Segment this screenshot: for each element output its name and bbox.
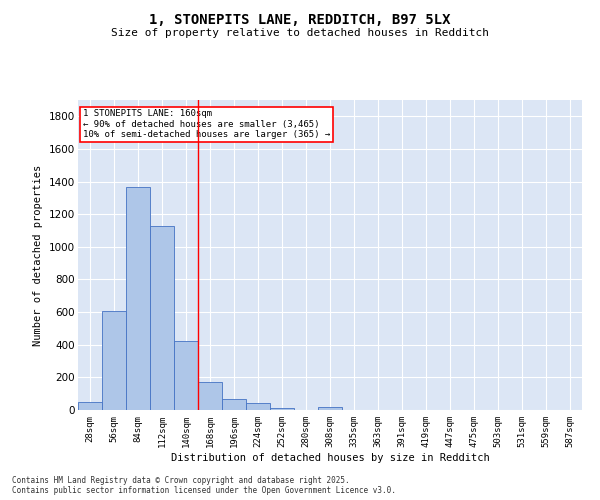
- Text: 1, STONEPITS LANE, REDDITCH, B97 5LX: 1, STONEPITS LANE, REDDITCH, B97 5LX: [149, 12, 451, 26]
- Y-axis label: Number of detached properties: Number of detached properties: [34, 164, 43, 346]
- Bar: [174, 340, 198, 410]
- Text: 1 STONEPITS LANE: 160sqm
← 90% of detached houses are smaller (3,465)
10% of sem: 1 STONEPITS LANE: 160sqm ← 90% of detach…: [83, 110, 330, 139]
- Bar: [222, 400, 246, 410]
- Bar: [246, 404, 270, 410]
- Text: Size of property relative to detached houses in Redditch: Size of property relative to detached ho…: [111, 28, 489, 38]
- Bar: [318, 406, 342, 410]
- Bar: [102, 312, 126, 410]
- Bar: [126, 188, 150, 410]
- Text: Contains HM Land Registry data © Crown copyright and database right 2025.
Contai: Contains HM Land Registry data © Crown c…: [12, 476, 396, 495]
- Bar: [78, 402, 102, 410]
- X-axis label: Distribution of detached houses by size in Redditch: Distribution of detached houses by size …: [170, 452, 490, 462]
- Bar: [150, 226, 174, 410]
- Bar: [198, 382, 222, 410]
- Bar: [270, 408, 294, 410]
